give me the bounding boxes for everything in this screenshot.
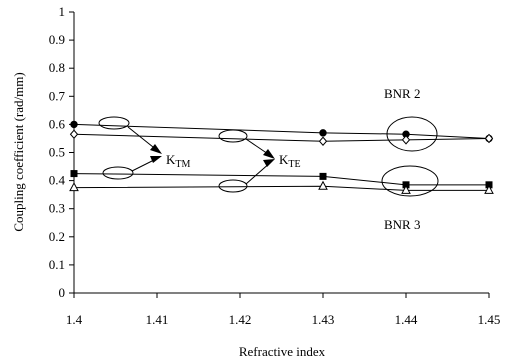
ellipse-bnr3-te: [218, 179, 248, 193]
ellipse-bnr2-group: [386, 116, 438, 152]
y-tick-label: 0.9: [49, 32, 65, 47]
series-line-bnr3-tm: [73, 173, 489, 186]
y-tick-label: 0.8: [49, 60, 65, 75]
series-line-bnr3-te: [73, 185, 489, 191]
ellipse-bnr2-tm: [98, 116, 130, 130]
label-ktm: KTM: [166, 152, 190, 170]
x-ticks: 1.4 1.41 1.42 1.43 1.44 1.45: [66, 293, 501, 327]
data-point-open-diamond: [484, 133, 494, 144]
data-point-filled-square: [402, 181, 410, 189]
data-point-open-diamond: [318, 136, 328, 147]
y-tick-label: 0.1: [49, 257, 65, 272]
arrowhead-ktm-bottom: [150, 156, 162, 163]
ellipse-bnr3-tm: [102, 166, 134, 180]
y-tick-label: 0.3: [49, 201, 65, 216]
y-tick-label: 0.5: [49, 145, 65, 160]
ellipse-bnr3-group: [381, 165, 439, 197]
x-tick-label: 1.45: [478, 312, 501, 327]
data-point-filled-circle: [70, 120, 78, 129]
data-point-filled-circle: [319, 129, 327, 137]
label-kte-sub: TE: [288, 159, 300, 170]
data-point-open-diamond: [401, 135, 411, 145]
data-point-open-triangle: [69, 182, 79, 192]
data-point-open-triangle: [484, 184, 494, 194]
arrowhead-ktm-top: [150, 144, 162, 154]
label-ktm-base: K: [166, 152, 176, 167]
y-tick-label: 0.2: [49, 229, 65, 244]
annotations: KTM KTE BNR 2 BNR 3: [98, 86, 439, 232]
y-tick-label: 0.4: [49, 173, 66, 188]
data-point-open-triangle: [401, 184, 411, 194]
x-axis-label: Refractive index: [239, 344, 326, 359]
y-ticks: 0 0.1 0.2 0.3 0.4 0.5 0.6 0.7 0.8 0.9 1: [49, 4, 74, 300]
y-tick-label: 0.6: [49, 116, 66, 131]
arrowhead-kte-bottom: [263, 159, 275, 167]
x-tick-label: 1.43: [312, 312, 335, 327]
label-ktm-sub: TM: [175, 159, 190, 170]
label-bnr2: BNR 2: [384, 86, 420, 101]
label-bnr3: BNR 3: [384, 217, 420, 232]
y-tick-label: 0.7: [49, 88, 66, 103]
data-point-filled-square: [70, 170, 78, 178]
data-point-filled-square: [485, 181, 493, 189]
label-kte-base: K: [279, 152, 289, 167]
y-tick-label: 1: [59, 4, 66, 19]
data-point-open-triangle: [318, 180, 328, 190]
data-point-filled-square: [319, 172, 327, 180]
series-line-bnr2-tm: [73, 123, 490, 139]
arrowhead-kte-top: [263, 149, 275, 159]
series-group: [69, 120, 494, 194]
label-kte: KTE: [279, 152, 301, 170]
x-tick-label: 1.41: [146, 312, 169, 327]
data-point-open-diamond: [69, 129, 79, 139]
x-tick-label: 1.42: [229, 312, 252, 327]
x-tick-label: 1.4: [66, 312, 83, 327]
y-tick-label: 0: [59, 285, 66, 300]
ellipse-bnr2-te: [218, 129, 248, 143]
series-line-bnr2-te: [73, 133, 490, 142]
x-tick-label: 1.44: [395, 312, 418, 327]
y-axis-label: Coupling coefficient (rad/mm): [11, 72, 26, 231]
